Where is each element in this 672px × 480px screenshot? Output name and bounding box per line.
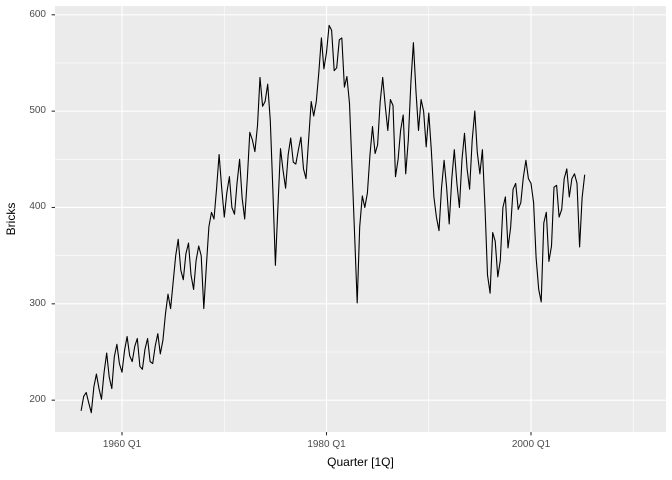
major-gridlines [55,6,666,432]
y-tick-label-400: 400 [29,201,46,213]
y-tick-label-300: 300 [29,297,46,309]
minor-gridlines [55,6,666,432]
axis-tick-marks [51,14,532,436]
bricks-series-line [80,24,586,414]
x-tick-label-1960: 1960 Q1 [102,439,142,450]
y-tick-label-200: 200 [29,394,46,406]
x-tick-label-1980: 1980 Q1 [307,439,346,450]
y-tick-label-600: 600 [29,8,46,20]
y-tick-label-500: 500 [29,105,46,117]
x-axis-title: Quarter [1Q] [327,455,394,469]
x-tick-label-2000: 2000 Q1 [511,439,551,450]
y-axis-title: Bricks [4,202,18,236]
